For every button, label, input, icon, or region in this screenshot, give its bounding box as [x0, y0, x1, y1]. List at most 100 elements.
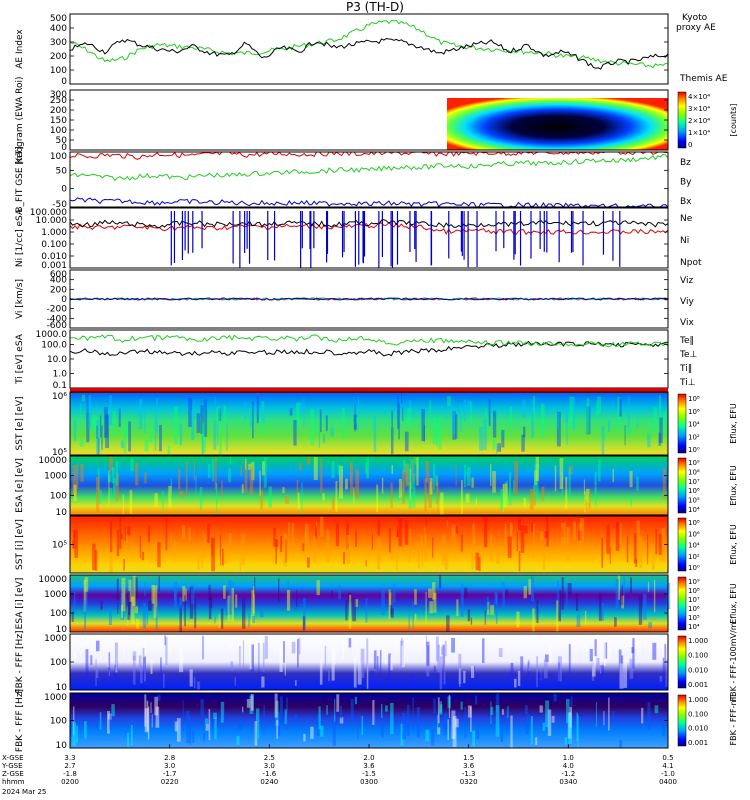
sst_i-texture — [120, 533, 123, 540]
sst_i-texture — [404, 520, 409, 545]
esa_e-texture — [409, 468, 411, 500]
esa_e-texture — [410, 459, 414, 489]
fbk_b-texture — [444, 712, 448, 730]
esa_e-texture — [262, 461, 266, 476]
esa_e-texture — [367, 467, 369, 477]
esa_i-texture — [123, 583, 125, 602]
sst_e-texture — [541, 403, 545, 438]
fbk_e-texture — [328, 670, 330, 682]
esa_i-texture — [260, 610, 264, 618]
sst_e-texture — [452, 411, 456, 440]
bfgm-ytick: -50 — [52, 200, 67, 210]
esa_i-texture — [647, 581, 650, 592]
ae-ytick: 300 — [50, 38, 67, 48]
sst_i-colorbar-tick: 10⁸ — [688, 519, 700, 527]
sst_e-texture — [438, 414, 442, 450]
esa_e-texture — [248, 463, 252, 470]
sst_i-texture — [577, 527, 581, 551]
fbk_b-texture — [416, 707, 420, 738]
fbk_b-texture — [490, 701, 492, 725]
esa_i-texture — [131, 576, 134, 596]
sst_e-texture — [218, 407, 222, 421]
fbk_e-texture — [557, 656, 562, 682]
esa_e-texture — [424, 478, 427, 512]
fbk_e-texture — [632, 638, 635, 669]
esa_i-texture — [218, 613, 220, 628]
xaxis-tick-label: 3.0 — [264, 762, 275, 770]
esa_e-texture — [509, 472, 512, 506]
esa_i-texture — [120, 593, 125, 620]
sst_i-texture — [142, 551, 145, 561]
esa_e-texture — [598, 459, 601, 482]
sst_e-texture — [193, 399, 196, 420]
sst_e-texture — [397, 395, 399, 429]
esa_i-colorbar-tick: 10⁵ — [688, 614, 700, 622]
fbk_b-texture — [246, 699, 251, 708]
fbk_b-texture — [525, 719, 529, 735]
esa_e-texture — [569, 465, 573, 475]
xaxis-row-label: Z-GSE — [2, 770, 24, 778]
sst_i-texture — [609, 547, 611, 565]
esa_e-texture — [416, 457, 419, 486]
fbk_e-texture — [96, 640, 100, 652]
fbk_e-texture — [95, 659, 97, 687]
fbk_b-texture — [205, 724, 209, 731]
sst_e-texture — [196, 413, 201, 433]
esa_i-texture — [502, 581, 505, 610]
sst_i-texture — [74, 529, 78, 558]
esa_i-texture — [83, 579, 87, 612]
fbk_b-texture — [437, 697, 440, 724]
fbk_b-texture — [220, 701, 224, 723]
esa_i-texture — [537, 603, 540, 613]
sst_e-texture — [303, 397, 305, 428]
sst_i-texture — [109, 536, 113, 546]
fbk_e-texture — [498, 645, 503, 653]
esa_e-ylabel-text: ESA [e] [eV] — [15, 458, 25, 513]
esa_e-texture — [285, 495, 289, 504]
bfgm-legend-Bz: Bz — [680, 158, 691, 168]
sst_e-texture — [325, 415, 328, 431]
fbk_b-texture — [146, 700, 149, 732]
fbk_b-texture — [596, 702, 597, 727]
xaxis-tick-label: 3.6 — [463, 762, 475, 770]
sst_e-texture — [144, 439, 149, 452]
fbk_b-ylabel-text: FBK - FFF [Hz] — [15, 689, 25, 752]
fbk_e-texture — [283, 641, 285, 663]
sst_i-texture — [396, 530, 399, 538]
fbk_b-texture — [223, 701, 225, 730]
esa_e-texture — [307, 456, 311, 465]
esa_e-texture — [561, 472, 563, 496]
esa_e-colorbar-tick: 10⁶ — [688, 487, 700, 495]
keogram-colorbar-tick: 3×10⁴ — [688, 105, 710, 113]
sst_i-texture — [396, 526, 398, 537]
velocity-ytick: 400 — [50, 276, 67, 286]
esa_i-texture — [532, 608, 535, 632]
density-series-Ne — [69, 221, 669, 236]
esa_e-colorbar-tick: 10⁹ — [688, 459, 700, 467]
esa_i-texture — [584, 610, 587, 625]
fbk_e-texture — [400, 640, 404, 666]
velocity-legend-Vix: Vix — [680, 318, 694, 328]
sst_i-texture — [284, 538, 287, 563]
fbk_b-colorbar-tick: 0.010 — [688, 725, 708, 733]
sst_i-texture — [188, 527, 191, 541]
sst_e-texture — [188, 397, 193, 427]
esa_e-texture — [466, 466, 471, 486]
sst_i-texture — [127, 526, 131, 536]
esa_i-texture — [456, 599, 459, 616]
sst_i-colorbar-tick: 10⁴ — [688, 542, 700, 550]
esa_i-texture — [127, 592, 130, 620]
esa_e-texture — [113, 478, 116, 498]
esa_e-texture — [260, 490, 263, 510]
esa_e-texture — [268, 486, 272, 508]
sst_e-spectrogram — [70, 392, 668, 455]
esa_i-texture — [251, 590, 255, 624]
esa_e-ytick: 10 — [56, 508, 68, 518]
esa_e-texture — [107, 474, 112, 483]
keogram-colorbar-tick: 2×10⁴ — [688, 117, 710, 125]
ae-legend-Kyoto proxy AE: proxy AE — [676, 23, 716, 33]
fbk_e-texture — [249, 638, 253, 669]
sst_i-texture — [483, 516, 488, 548]
fbk_e-texture — [138, 655, 142, 671]
sst_e-texture — [565, 407, 568, 423]
